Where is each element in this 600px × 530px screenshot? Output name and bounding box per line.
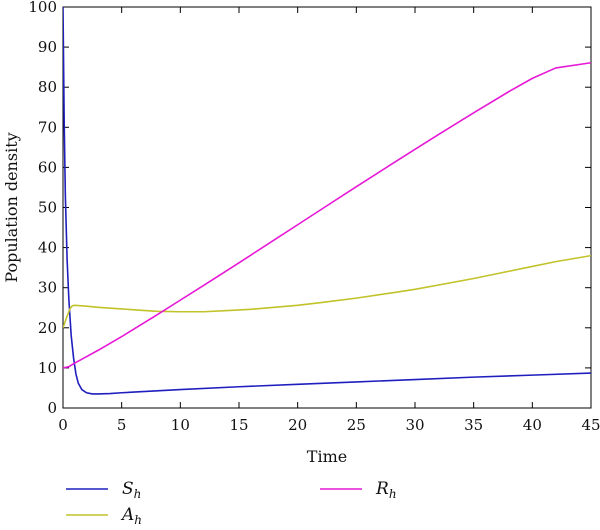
y-tick-label: 100 — [28, 0, 57, 16]
x-tick-label: 45 — [581, 416, 600, 434]
y-tick-label: 30 — [38, 279, 57, 297]
x-tick-label: 30 — [405, 416, 424, 434]
x-tick-label: 35 — [464, 416, 483, 434]
y-tick-label: 70 — [38, 118, 57, 136]
x-tick-label: 25 — [347, 416, 366, 434]
y-tick-label: 20 — [38, 319, 57, 337]
x-tick-label: 5 — [117, 416, 127, 434]
x-tick-label: 40 — [523, 416, 542, 434]
y-tick-label: 40 — [38, 239, 57, 257]
plot-frame — [62, 6, 592, 409]
x-axis-title: Time — [307, 447, 347, 466]
x-tick-label: 15 — [229, 416, 248, 434]
legend: Sh Ah Rh — [66, 479, 397, 527]
y-tick-label: 0 — [47, 399, 57, 417]
y-tick-label: 90 — [38, 38, 57, 56]
x-tick-label: 10 — [171, 416, 190, 434]
y-tick-label: 60 — [38, 158, 57, 176]
x-tick-label: 20 — [288, 416, 307, 434]
y-axis-title: Population density — [2, 132, 21, 282]
y-tick-label: 80 — [38, 78, 57, 96]
legend-label: Ah — [120, 505, 142, 527]
y-tick-label: 10 — [38, 359, 57, 377]
series-line-ah — [63, 254, 591, 329]
x-tick-label: 0 — [58, 416, 68, 434]
series-line-sh — [63, 7, 591, 395]
legend-label: Sh — [122, 479, 141, 501]
plot-area: 0 5 10 15 20 25 30 35 40 45 0 10 20 30 40 50 60 70 80 90 100 — [28, 0, 600, 434]
series-line-rh — [63, 61, 591, 369]
y-tick-label: 50 — [38, 199, 57, 217]
legend-label: Rh — [375, 479, 397, 501]
